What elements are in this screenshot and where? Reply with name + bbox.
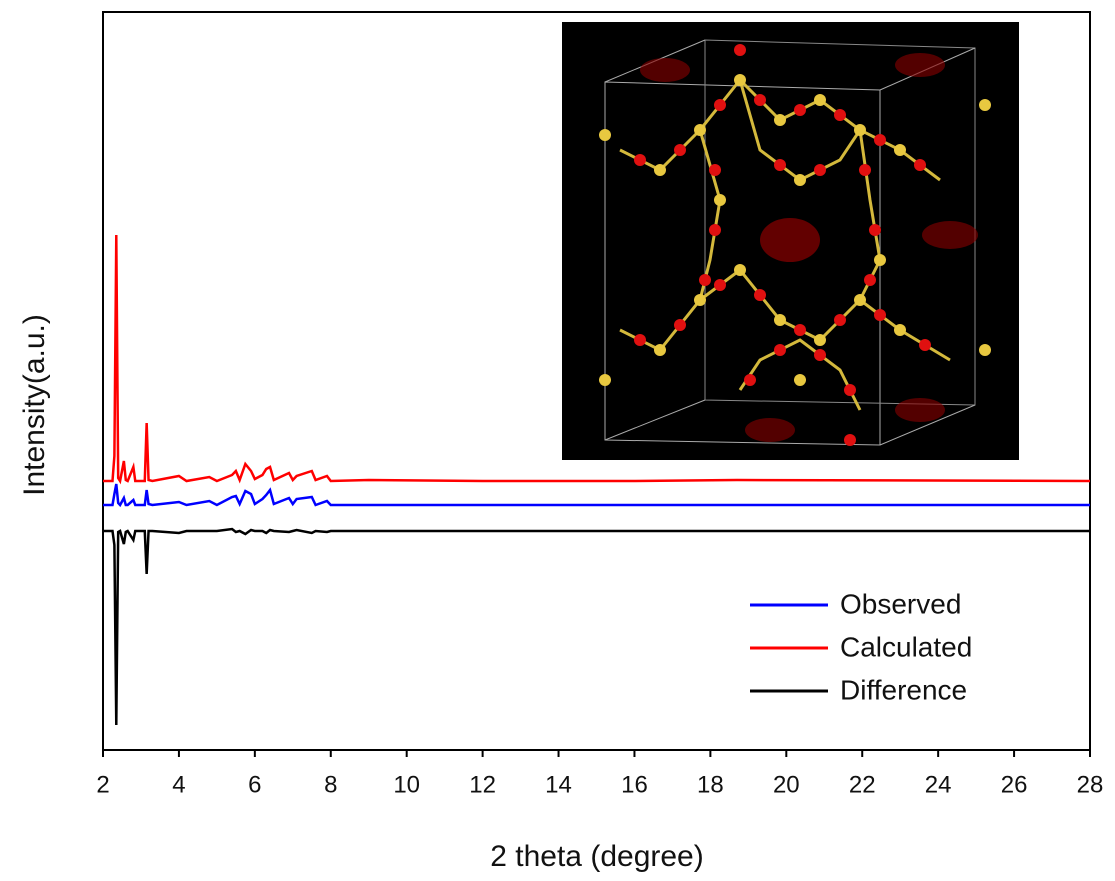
series-line xyxy=(103,484,1090,505)
x-tick-label: 18 xyxy=(697,771,724,798)
x-tick-label: 10 xyxy=(393,771,420,798)
x-axis-label: 2 theta (degree) xyxy=(490,840,703,873)
density-cloud xyxy=(895,53,945,77)
x-tick-label: 22 xyxy=(849,771,876,798)
x-tick-label: 28 xyxy=(1077,771,1104,798)
density-cloud xyxy=(760,218,820,262)
x-tick-label: 16 xyxy=(621,771,648,798)
x-tick-label: 8 xyxy=(324,771,337,798)
x-tick-label: 4 xyxy=(172,771,185,798)
legend-label: Observed xyxy=(840,588,961,619)
x-tick-label: 24 xyxy=(925,771,952,798)
y-axis-label: Intensity(a.u.) xyxy=(18,314,51,496)
page: {"chart_data": { "type": "line", "xlabel… xyxy=(0,0,1115,881)
x-tick-label: 12 xyxy=(469,771,496,798)
x-tick-label: 2 xyxy=(96,771,109,798)
legend-label: Difference xyxy=(840,674,967,705)
density-cloud xyxy=(922,221,978,249)
x-tick-label: 26 xyxy=(1001,771,1028,798)
x-tick-label: 14 xyxy=(545,771,572,798)
x-tick-label: 6 xyxy=(248,771,261,798)
density-cloud xyxy=(640,58,690,82)
chart: 2 theta (degree) Intensity(a.u.) 2468101… xyxy=(0,0,1115,881)
inset-structure xyxy=(562,22,1019,460)
density-cloud xyxy=(895,398,945,422)
legend-label: Calculated xyxy=(840,631,972,662)
density-cloud xyxy=(745,418,795,442)
x-tick-label: 20 xyxy=(773,771,800,798)
